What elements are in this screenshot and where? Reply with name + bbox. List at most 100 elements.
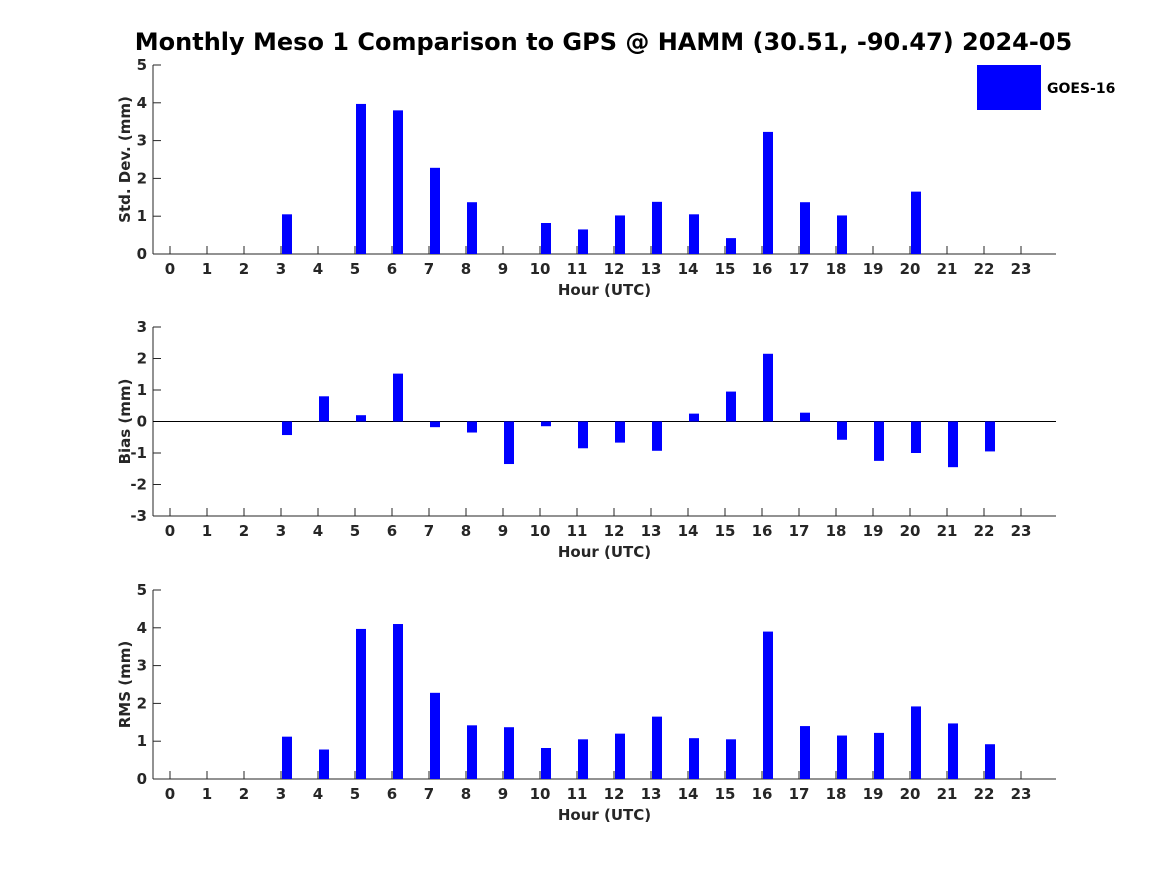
panel-2-bar-22	[985, 421, 995, 452]
panel-2-x-tick-label: 0	[165, 522, 175, 540]
panel-2-x-tick-label: 21	[937, 522, 958, 540]
panel-3-bar-10	[541, 748, 551, 779]
panel-3-y-tick-label: 5	[137, 581, 147, 599]
panel-2-x-tick-label: 20	[900, 522, 921, 540]
panel-3-x-tick-label: 22	[974, 785, 995, 803]
panel-3-x-tick-label: 16	[752, 785, 773, 803]
panel-2-x-axis-label: Hour (UTC)	[558, 543, 651, 561]
panel-1-x-tick-label: 8	[461, 260, 471, 278]
panel-1-bar-7	[430, 167, 440, 254]
panel-3-x-tick-label: 13	[641, 785, 662, 803]
panel-1-x-tick-label: 12	[604, 260, 625, 278]
panel-1-bar-18	[837, 215, 847, 254]
panel-1-x-axis-label: Hour (UTC)	[558, 281, 651, 299]
panel-1-x-tick-label: 3	[276, 260, 286, 278]
panel-2-bar-20	[911, 421, 921, 453]
panel-1-bar-15	[726, 238, 736, 254]
panel-2-x-tick-label: 9	[498, 522, 508, 540]
panel-1-bar-17	[800, 202, 810, 254]
panel-3-x-tick-label: 17	[789, 785, 810, 803]
panel-3-bar-7	[430, 692, 440, 779]
panel-1-y-tick-label: 5	[137, 56, 147, 74]
panel-2-bar-4	[319, 396, 329, 422]
panel-2-bar-10	[541, 421, 551, 427]
panel-3-y-tick-label: 3	[137, 657, 147, 675]
panel-1-bar-11	[578, 229, 588, 254]
panel-2-x-tick-label: 8	[461, 522, 471, 540]
panel-1-x-tick-label: 10	[530, 260, 551, 278]
panel-2-x-tick-label: 13	[641, 522, 662, 540]
panel-1-x-tick-label: 5	[350, 260, 360, 278]
panel-2-y-tick-label: -2	[130, 476, 147, 494]
panel-3-bar-15	[726, 739, 736, 779]
panel-1-bar-10	[541, 223, 551, 254]
panel-3-bar-16	[763, 631, 773, 779]
panel-2-y-axis-label: Bias (mm)	[116, 379, 134, 465]
panel-3-bar-17	[800, 726, 810, 779]
panel-2-x-tick-label: 15	[715, 522, 736, 540]
panel-1-x-tick-label: 19	[863, 260, 884, 278]
panel-2-x-tick-label: 4	[313, 522, 323, 540]
panel-2-x-tick-label: 2	[239, 522, 249, 540]
panel-3-x-tick-label: 23	[1011, 785, 1032, 803]
panel-3-x-tick-label: 0	[165, 785, 175, 803]
panel-3-bar-20	[911, 706, 921, 779]
panel-1-x-tick-label: 21	[937, 260, 958, 278]
panel-1-bar-12	[615, 215, 625, 254]
panel-2-x-tick-label: 14	[678, 522, 699, 540]
panel-2-bar-18	[837, 421, 847, 440]
panel-3-bar-13	[652, 716, 662, 779]
panel-2-y-tick-label: 2	[137, 350, 147, 368]
panel-1-x-tick-label: 2	[239, 260, 249, 278]
panel-3-y-tick-label: 0	[137, 770, 147, 788]
panel-2-bar-21	[948, 421, 958, 468]
panel-3-bar-18	[837, 735, 847, 779]
panel-1-y-tick-label: 2	[137, 169, 147, 187]
panel-2-x-tick-label: 17	[789, 522, 810, 540]
panel-2-x-tick-label: 10	[530, 522, 551, 540]
panel-2-bar-7	[430, 421, 440, 428]
panel-1-y-tick-label: 3	[137, 132, 147, 150]
panel-3-y-tick-label: 4	[137, 619, 147, 637]
panel-3-x-tick-label: 9	[498, 785, 508, 803]
panel-2-x-tick-label: 6	[387, 522, 397, 540]
panel-1-x-tick-label: 11	[567, 260, 588, 278]
panel-1-bar-14	[689, 214, 699, 254]
panel-3-bar-11	[578, 739, 588, 779]
panel-1-x-tick-label: 14	[678, 260, 699, 278]
panel-2-x-tick-label: 18	[826, 522, 847, 540]
panel-1-x-tick-label: 22	[974, 260, 995, 278]
panel-3-x-tick-label: 11	[567, 785, 588, 803]
panel-1-y-axis-label: Std. Dev. (mm)	[116, 96, 134, 223]
panel-2-bar-15	[726, 391, 736, 422]
panel-1-x-tick-label: 9	[498, 260, 508, 278]
panel-2-bar-5	[356, 415, 366, 422]
panel-2-y-tick-label: 1	[137, 381, 147, 399]
panel-3-y-axis-label: RMS (mm)	[116, 641, 134, 728]
panel-3-x-tick-label: 18	[826, 785, 847, 803]
panel-3-x-tick-label: 4	[313, 785, 323, 803]
panel-1-bar-3	[282, 214, 292, 254]
panel-1-x-tick-label: 6	[387, 260, 397, 278]
panel-2-x-tick-label: 19	[863, 522, 884, 540]
panel-3-x-tick-label: 10	[530, 785, 551, 803]
panel-3-x-tick-label: 12	[604, 785, 625, 803]
panel-2-x-tick-label: 22	[974, 522, 995, 540]
panel-3-y-tick-label: 1	[137, 732, 147, 750]
panel-2-x-tick-label: 11	[567, 522, 588, 540]
panel-2-bar-12	[615, 421, 625, 443]
panel-3-x-tick-label: 7	[424, 785, 434, 803]
panel-2-y-tick-label: -1	[130, 444, 147, 462]
panel-2-y-tick-label: -3	[130, 507, 147, 525]
panel-2-x-tick-label: 23	[1011, 522, 1032, 540]
panel-1-bar-6	[393, 110, 403, 254]
legend-label: GOES-16	[1047, 81, 1115, 97]
panel-1-bar-8	[467, 202, 477, 254]
panel-1-x-tick-label: 23	[1011, 260, 1032, 278]
panel-2-x-tick-label: 16	[752, 522, 773, 540]
panel-2-y-tick-label: 3	[137, 318, 147, 336]
panel-1-x-tick-label: 20	[900, 260, 921, 278]
panel-3-x-tick-label: 20	[900, 785, 921, 803]
